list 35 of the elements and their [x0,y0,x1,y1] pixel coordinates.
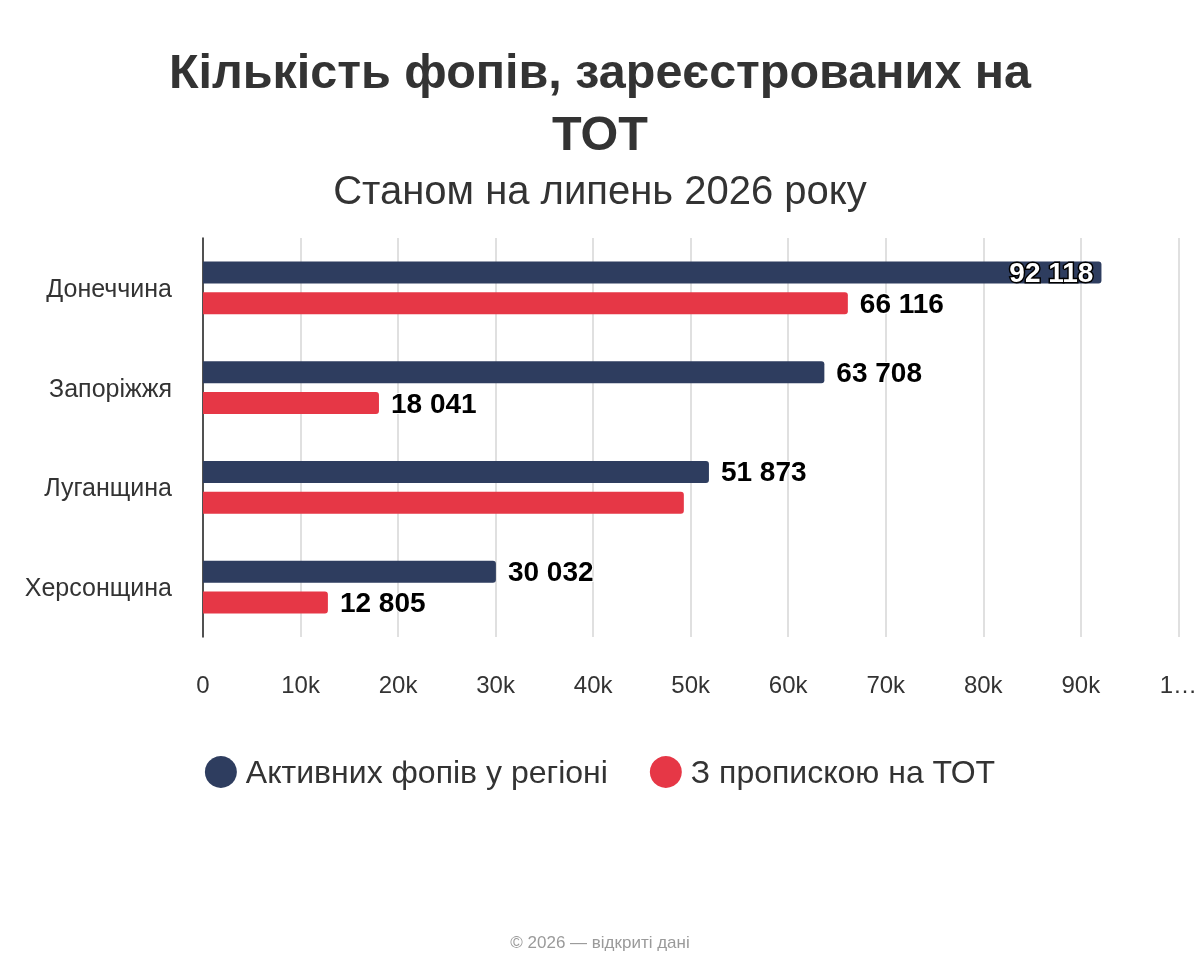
bar [203,591,328,614]
text: © 2026 — відкриті дані [509,933,691,953]
y-tick-label: Луганщина [44,473,173,502]
bar [203,261,1102,284]
x-tick-label: 50k [671,670,712,698]
x-tick-label: 80k [963,670,1004,698]
x-tick-label: 60k [768,670,809,698]
bar [203,361,825,384]
x-tick-label: 30k [476,670,516,698]
bar [203,392,379,415]
bar [203,292,848,315]
chart-title: Кількість фопів, зареєстрованих на ТОТ [167,43,1033,162]
bar [203,560,496,583]
x-tick-label: 90k [1061,670,1102,698]
data-label: 30 032 [507,556,594,588]
data-label: 92 118 [1009,256,1094,288]
data-label: 51 873 [720,456,807,488]
legend-label: Активних фопів у регіоні [245,754,608,790]
x-tick-label: 20k [378,670,419,698]
data-label: 18 041 [390,387,477,419]
bar [203,460,709,483]
y-tick-label: Донеччина [46,273,173,302]
x-tick-label: 0 [196,670,210,698]
x-tick-label: 40k [573,670,614,698]
chart-subtitle: Станом на липень 2026 року [332,167,868,214]
legend-label: З пропискою на ТОТ [690,754,996,790]
x-tick-label: 1… [1159,670,1198,698]
x-tick-label: 10k [281,670,321,698]
bar [203,491,684,514]
y-tick-label: Херсонщина [24,573,173,602]
x-tick-label: 70k [866,670,907,698]
y-tick-label: Запоріжжя [49,373,172,402]
data-label: 66 116 [859,287,944,319]
data-label: 63 708 [836,356,922,388]
data-label: 12 805 [339,587,426,619]
